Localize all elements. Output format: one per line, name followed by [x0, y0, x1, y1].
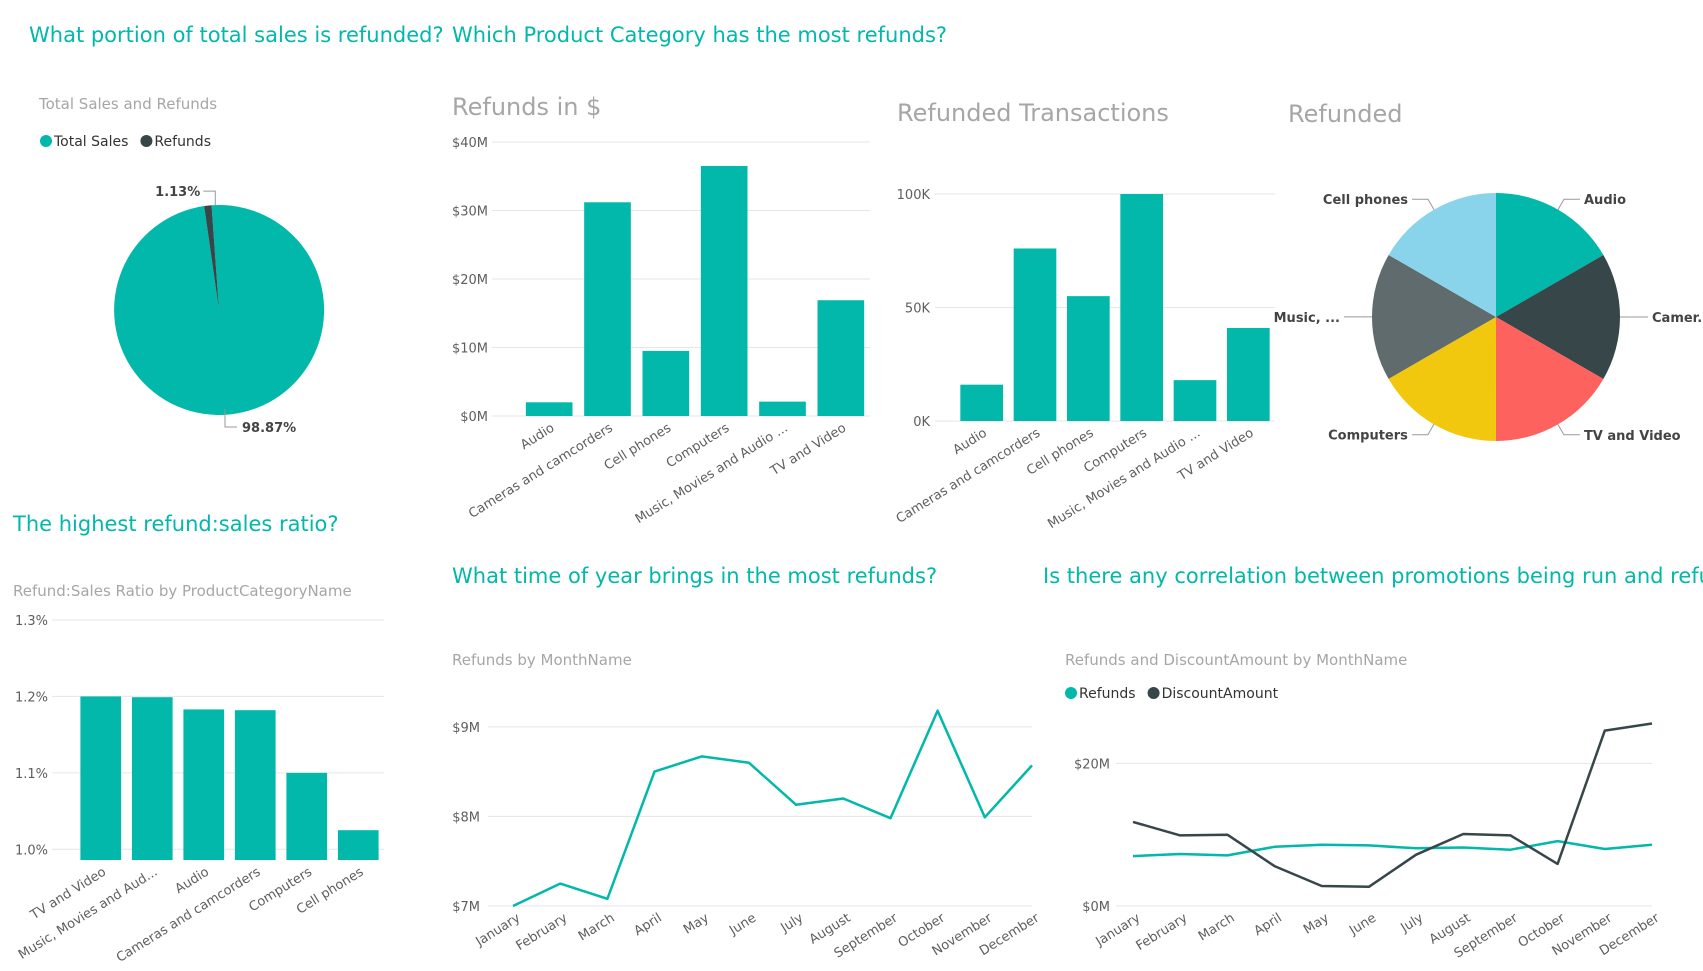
- bar-cell-phones: [643, 351, 690, 416]
- x-tick-label: Audio: [950, 426, 989, 458]
- data-label-tv-and-video: TV and Video: [1584, 429, 1681, 444]
- leader-line: [203, 191, 215, 205]
- x-tick-label: July: [778, 911, 807, 937]
- chart-title-refunds-dollars: Refunds in $: [452, 93, 601, 121]
- series-line-refunds: [1133, 841, 1652, 856]
- legend-entry-discountamount: DiscountAmount: [1162, 686, 1279, 702]
- chart-title-refunds-discount: Refunds and DiscountAmount by MonthName: [1065, 651, 1407, 669]
- data-label-computers: Computers: [1328, 429, 1408, 444]
- leader-line: [1412, 199, 1434, 209]
- data-label-cameras-and-camcorders: Camer...: [1652, 311, 1703, 326]
- x-tick-label: April: [632, 911, 665, 939]
- question-most-refunds-category: Which Product Category has the most refu…: [452, 23, 947, 47]
- chart-title-refunded-transactions: Refunded Transactions: [897, 99, 1169, 127]
- leader-line: [1558, 424, 1580, 434]
- y-tick-label: $8M: [452, 810, 480, 825]
- y-tick-label: $10M: [452, 342, 488, 357]
- x-tick-label: March: [1196, 911, 1238, 945]
- chart-total-sales-refunds-pie: Total Sales Refunds 1.13% 98.87%: [0, 0, 440, 480]
- bar-music-movies-and-aud: [132, 697, 173, 860]
- bar-music-movies-and-audio: [759, 402, 806, 416]
- bar-music-movies-and-audio: [1174, 380, 1217, 421]
- question-time-of-year: What time of year brings in the most ref…: [452, 564, 937, 588]
- legend-marker-discountamount: [1148, 687, 1160, 699]
- legend-entry-refunds: Refunds: [1079, 686, 1136, 702]
- y-tick-label: $30M: [452, 205, 488, 220]
- data-label-music-movies-and-audio-books: Music, ...: [1274, 311, 1340, 326]
- legend-entry-refunds: Refunds: [154, 134, 211, 150]
- bar-computers: [286, 773, 327, 860]
- y-tick-label: $0M: [460, 410, 488, 425]
- y-tick-label: $40M: [452, 136, 488, 151]
- bar-cell-phones: [1067, 296, 1110, 421]
- y-tick-label: 50K: [905, 302, 931, 317]
- y-tick-label: $0M: [1082, 900, 1110, 915]
- bar-audio: [526, 402, 573, 416]
- y-tick-label: 1.2%: [15, 690, 48, 705]
- leader-line: [1558, 199, 1580, 209]
- x-tick-label: March: [576, 911, 618, 945]
- y-tick-label: 0K: [913, 415, 930, 430]
- bar-audio: [183, 709, 224, 860]
- data-label-audio: Audio: [1584, 193, 1626, 208]
- bar-computers: [701, 166, 748, 416]
- question-refund-sales-ratio: The highest refund:sales ratio?: [13, 512, 339, 536]
- x-tick-label: Audio: [173, 865, 212, 897]
- bar-audio: [960, 385, 1003, 421]
- y-tick-label: $9M: [452, 721, 480, 736]
- pie-slice-total-sales: [114, 205, 324, 415]
- bar-tv-and-video: [1227, 328, 1270, 421]
- y-tick-label: 1.3%: [15, 614, 48, 629]
- question-promotions-correlation: Is there any correlation between promoti…: [1043, 564, 1703, 588]
- legend-entry-total-sales: Total Sales: [53, 134, 128, 150]
- x-tick-label: June: [1346, 911, 1379, 939]
- x-tick-label: February: [1133, 911, 1190, 954]
- chart-refunded-pie: Audio Camer... TV and Video Computers Music,…: [1270, 160, 1703, 460]
- bar-computers: [1120, 194, 1163, 421]
- chart-title-refunded-pie: Refunded: [1288, 100, 1402, 128]
- x-tick-label: July: [1398, 911, 1427, 937]
- series-line-discountamount: [1133, 724, 1652, 887]
- bar-cameras-and-camcorders: [584, 202, 631, 416]
- legend-marker-refunds: [1065, 687, 1077, 699]
- x-tick-label: February: [513, 911, 570, 954]
- y-tick-label: 1.0%: [15, 843, 48, 858]
- legend-marker-total-sales: [40, 135, 52, 147]
- x-tick-label: April: [1252, 911, 1285, 939]
- data-label-total-sales: 98.87%: [242, 421, 296, 436]
- y-tick-label: $20M: [452, 273, 488, 288]
- bar-cameras-and-camcorders: [1014, 248, 1057, 421]
- y-tick-label: $20M: [1074, 757, 1110, 772]
- y-tick-label: 1.1%: [15, 767, 48, 782]
- chart-title-ratio: Refund:Sales Ratio by ProductCategoryNam…: [13, 582, 352, 600]
- bar-cameras-and-camcorders: [235, 710, 276, 860]
- bar-cell-phones: [338, 830, 379, 860]
- y-tick-label: 100K: [897, 188, 931, 203]
- leader-line: [1412, 424, 1434, 434]
- chart-refunds-discount-line: Refunds DiscountAmount$0M$20MJanuaryFebru…: [1050, 670, 1703, 971]
- x-tick-label: Audio: [518, 421, 557, 453]
- data-label-cell-phones: Cell phones: [1323, 193, 1408, 208]
- chart-title-refunds-month: Refunds by MonthName: [452, 651, 632, 669]
- data-label-refunds: 1.13%: [155, 185, 200, 200]
- series-line-0: [513, 711, 1032, 906]
- bar-tv-and-video: [80, 696, 121, 860]
- x-tick-label: May: [1301, 911, 1332, 938]
- legend-marker-refunds: [140, 135, 152, 147]
- y-tick-label: $7M: [452, 900, 480, 915]
- x-tick-label: May: [681, 911, 712, 938]
- bar-tv-and-video: [818, 300, 865, 416]
- x-tick-label: June: [726, 911, 759, 939]
